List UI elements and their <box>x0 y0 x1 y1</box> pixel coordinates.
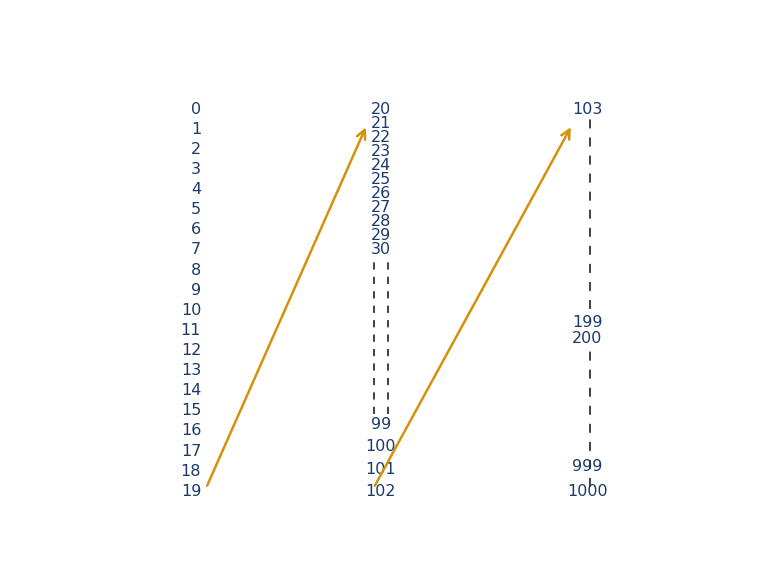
Text: 99: 99 <box>371 417 391 432</box>
Text: 29: 29 <box>371 228 391 243</box>
Text: 999: 999 <box>572 459 602 474</box>
Text: 199: 199 <box>572 315 602 330</box>
Text: 10: 10 <box>181 303 201 318</box>
Text: 3: 3 <box>191 162 201 177</box>
Text: 4: 4 <box>191 182 201 197</box>
Text: 28: 28 <box>371 213 391 228</box>
Text: 27: 27 <box>371 200 391 215</box>
Text: 13: 13 <box>181 363 201 378</box>
Text: 18: 18 <box>181 464 201 479</box>
Text: 1: 1 <box>191 122 201 137</box>
Text: 17: 17 <box>181 444 201 459</box>
Text: 14: 14 <box>181 383 201 398</box>
Text: 8: 8 <box>191 263 201 278</box>
Text: 9: 9 <box>191 283 201 298</box>
Text: 22: 22 <box>371 130 391 145</box>
Text: 12: 12 <box>181 343 201 358</box>
Text: 16: 16 <box>181 424 201 439</box>
Text: 5: 5 <box>191 203 201 218</box>
Text: 103: 103 <box>572 102 602 117</box>
Text: 7: 7 <box>191 242 201 257</box>
Text: 20: 20 <box>371 102 391 117</box>
Text: 23: 23 <box>371 144 391 159</box>
Text: 1000: 1000 <box>567 484 608 499</box>
Text: 21: 21 <box>371 116 391 131</box>
Text: 101: 101 <box>365 462 396 477</box>
Text: 6: 6 <box>191 222 201 237</box>
Text: 200: 200 <box>572 331 602 346</box>
Text: 11: 11 <box>181 323 201 338</box>
Text: 102: 102 <box>365 484 396 499</box>
Text: 0: 0 <box>191 102 201 117</box>
Text: 100: 100 <box>365 440 396 454</box>
Text: 30: 30 <box>371 242 391 257</box>
Text: 26: 26 <box>371 186 391 201</box>
Text: 25: 25 <box>371 172 391 187</box>
Text: 19: 19 <box>181 484 201 499</box>
Text: 24: 24 <box>371 158 391 173</box>
Text: 2: 2 <box>191 142 201 157</box>
Text: 15: 15 <box>181 403 201 418</box>
